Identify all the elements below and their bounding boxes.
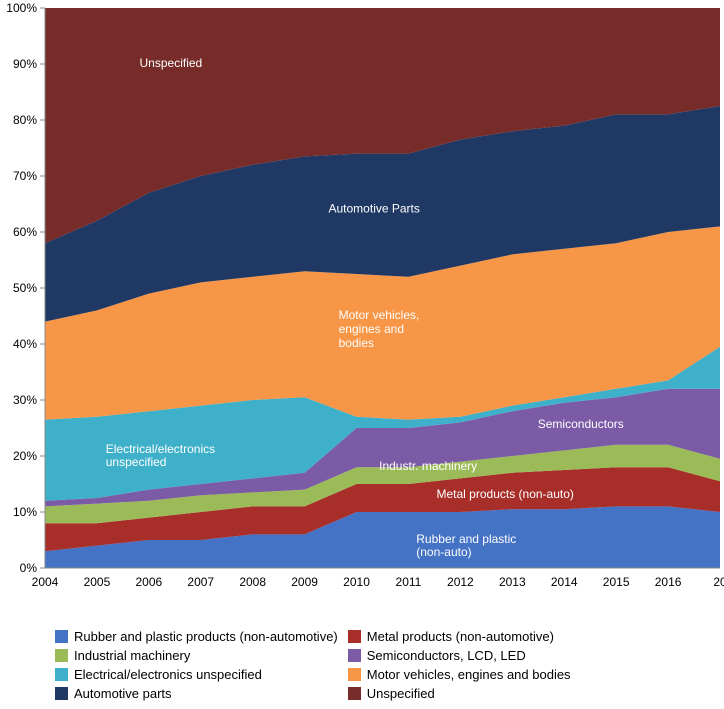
y-tick-label: 30% (13, 393, 37, 407)
legend-swatch (55, 630, 68, 643)
legend-swatch (348, 630, 361, 643)
chart-label: Metal products (non-auto) (437, 487, 574, 501)
legend-item: Metal products (non-automotive) (348, 629, 631, 644)
legend-label: Automotive parts (74, 686, 172, 701)
legend-swatch (348, 668, 361, 681)
legend-label: Metal products (non-automotive) (367, 629, 554, 644)
x-tick-label: 2008 (239, 575, 266, 589)
x-tick-label: 20 (713, 575, 724, 589)
legend-item: Semiconductors, LCD, LED (348, 648, 631, 663)
chart-svg: 0% 10% 20% 30% 40% 50% 60% 70% 80% 90% 100% 2004 200… (0, 0, 724, 600)
legend-item: Unspecified (348, 686, 631, 701)
legend-label: Rubber and plastic products (non-automot… (74, 629, 338, 644)
legend-item: Automotive parts (55, 686, 338, 701)
x-tick-label: 2013 (499, 575, 526, 589)
y-tick-label: 70% (13, 169, 37, 183)
chart-label: Unspecified (140, 56, 203, 70)
legend-label: Electrical/electronics unspecified (74, 667, 262, 682)
y-tick-label: 100% (6, 1, 37, 15)
legend-item: Motor vehicles, engines and bodies (348, 667, 631, 682)
y-tick-label: 50% (13, 281, 37, 295)
y-tick-label: 80% (13, 113, 37, 127)
legend-item: Electrical/electronics unspecified (55, 667, 338, 682)
legend-swatch (55, 649, 68, 662)
legend-label: Unspecified (367, 686, 435, 701)
legend-item: Rubber and plastic products (non-automot… (55, 629, 338, 644)
x-tick-label: 2005 (84, 575, 111, 589)
legend-swatch (55, 687, 68, 700)
x-tick-label: 2014 (551, 575, 578, 589)
y-tick-label: 0% (20, 561, 38, 575)
y-tick-label: 20% (13, 449, 37, 463)
x-tick-label: 2009 (291, 575, 318, 589)
chart-label: Automotive Parts (329, 201, 420, 215)
x-tick-label: 2004 (32, 575, 59, 589)
y-tick-label: 60% (13, 225, 37, 239)
legend-label: Industrial machinery (74, 648, 190, 663)
x-tick-label: 2006 (135, 575, 162, 589)
legend-label: Motor vehicles, engines and bodies (367, 667, 571, 682)
chart-label: Semiconductors (538, 417, 624, 431)
x-tick-label: 2011 (396, 575, 422, 589)
legend-swatch (348, 687, 361, 700)
legend-swatch (55, 668, 68, 681)
x-tick-label: 2012 (447, 575, 474, 589)
legend-item: Industrial machinery (55, 648, 338, 663)
y-tick-label: 10% (13, 505, 37, 519)
y-tick-label: 90% (13, 57, 37, 71)
x-tick-label: 2010 (343, 575, 370, 589)
chart-label: Industr. machinery (379, 459, 477, 473)
legend-swatch (348, 649, 361, 662)
x-tick-label: 2015 (603, 575, 630, 589)
x-tick-label: 2016 (655, 575, 682, 589)
x-tick-label: 2007 (187, 575, 214, 589)
y-tick-label: 40% (13, 337, 37, 351)
legend-label: Semiconductors, LCD, LED (367, 648, 526, 663)
legend: Rubber and plastic products (non-automot… (55, 629, 631, 701)
stacked-area-chart: 0% 10% 20% 30% 40% 50% 60% 70% 80% 90% 100% 2004 200… (0, 0, 724, 709)
